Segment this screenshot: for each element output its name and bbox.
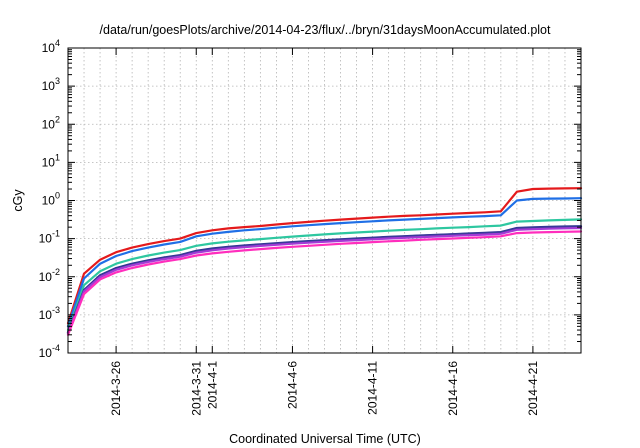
y-tick-label: 10-2 [39, 267, 60, 284]
x-axis-label: Coordinated Universal Time (UTC) [229, 432, 421, 446]
series-line-1 [66, 187, 583, 325]
x-tick-label: 2014-4-1 [205, 361, 219, 409]
x-axis: 2014-3-26 2014-3-31 2014-4-1 2014-4-6 2014-4… [109, 48, 540, 416]
y-tick-label: 10-4 [39, 343, 60, 360]
series-line-7 [66, 230, 583, 336]
x-tick-label: 2014-3-26 [109, 361, 123, 416]
x-tick-label: 2014-3-31 [189, 361, 203, 416]
x-tick-label: 2014-4-11 [366, 361, 380, 415]
y-tick-label: 104 [42, 38, 60, 55]
y-tick-label: 10-1 [39, 229, 60, 246]
y-tick-label: 10-3 [39, 305, 60, 322]
series-line-6 [66, 226, 583, 335]
y-axis: 10-4 10-3 10-2 10-1 100 101 102 103 104 [39, 38, 581, 360]
y-axis-label: cGy [11, 189, 25, 212]
series-line-3 [66, 218, 583, 332]
grid [68, 48, 581, 353]
y-tick-label: 101 [42, 152, 60, 169]
series-line-2 [66, 197, 583, 328]
chart-title: /data/run/goesPlots/archive/2014-04-23/f… [100, 23, 551, 37]
x-tick-label: 2014-4-21 [526, 361, 540, 416]
y-tick-label: 103 [42, 76, 60, 93]
series-group [66, 187, 583, 336]
x-tick-label: 2014-4-16 [446, 361, 460, 416]
x-tick-label: 2014-4-6 [285, 361, 299, 409]
y-tick-label: 102 [42, 114, 60, 131]
y-tick-label: 100 [42, 191, 60, 208]
